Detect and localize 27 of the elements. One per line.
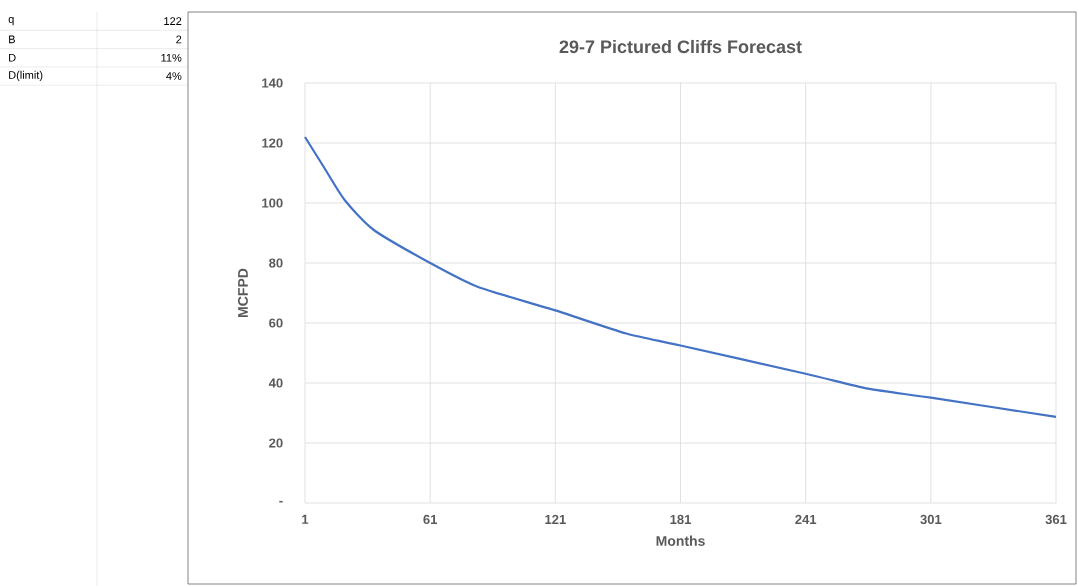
y-tick-label: 120 bbox=[262, 138, 283, 148]
text: 2 bbox=[176, 35, 182, 44]
x-tick-label: 361 bbox=[1045, 514, 1067, 525]
text: q bbox=[8, 16, 14, 26]
y-tick-label: 140 bbox=[262, 78, 283, 88]
chart-title: 29-7 Pictured Cliffs Forecast bbox=[559, 39, 802, 54]
x-tick-label: 1 bbox=[302, 514, 309, 524]
x-axis-title: Months bbox=[656, 535, 705, 546]
x-tick-label: 181 bbox=[670, 514, 691, 525]
x-tick-label: 241 bbox=[795, 514, 817, 524]
x-tick-label: 301 bbox=[920, 514, 942, 525]
y-tick-label: 100 bbox=[262, 198, 283, 208]
y-tick-label: 60 bbox=[269, 318, 283, 328]
text: D(limit) bbox=[9, 70, 43, 82]
line-series bbox=[303, 135, 1058, 418]
text: B bbox=[9, 35, 15, 44]
text: D bbox=[9, 54, 16, 62]
y-tick-label: 20 bbox=[269, 438, 283, 448]
y-axis-title: MCFPD bbox=[238, 268, 248, 317]
text: 11% bbox=[161, 53, 182, 62]
text: 122 bbox=[164, 17, 182, 25]
y-tick-label: - bbox=[279, 500, 283, 503]
y-tick-label: 40 bbox=[268, 378, 283, 388]
y-tick-label: 80 bbox=[269, 258, 283, 268]
x-tick-label: 121 bbox=[545, 514, 566, 524]
text: 4% bbox=[166, 72, 182, 80]
x-tick-label: 61 bbox=[423, 514, 438, 525]
